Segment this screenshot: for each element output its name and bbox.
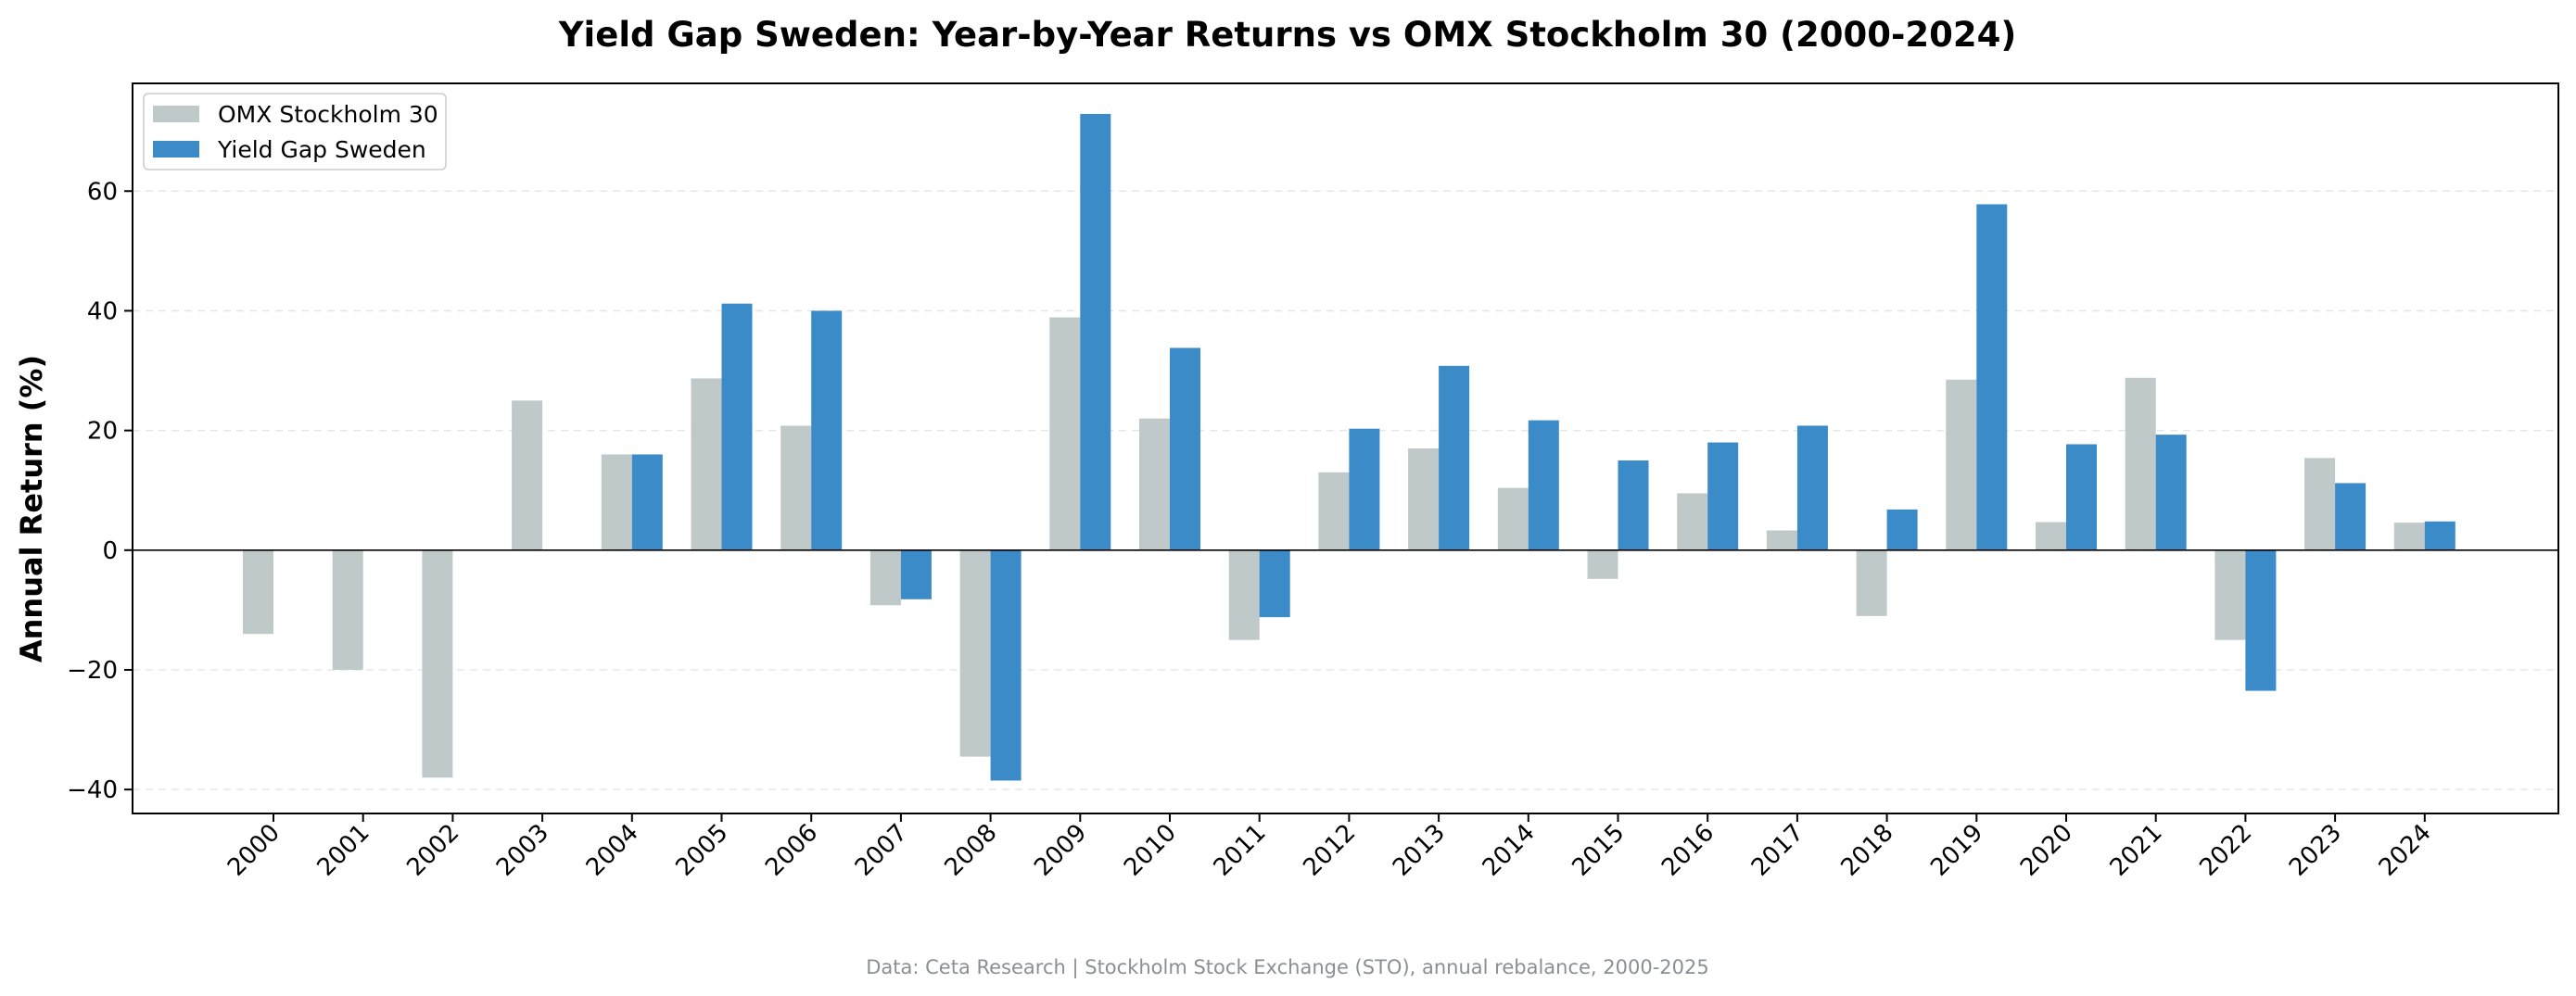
bar-yield-gap-2013 — [1439, 365, 1470, 550]
x-tick-label: 2022 — [2194, 819, 2257, 882]
x-tick-label: 2018 — [1836, 819, 1899, 882]
bar-yield-gap-2019 — [1976, 204, 2008, 550]
x-tick-label: 2011 — [1209, 819, 1272, 882]
bar-omx-2015 — [1587, 549, 1618, 579]
x-tick-label: 2003 — [491, 819, 554, 882]
bar-yield-gap-2020 — [2066, 444, 2097, 550]
bar-yield-gap-2011 — [1259, 549, 1290, 618]
bar-yield-gap-2009 — [1080, 113, 1111, 550]
bar-omx-2021 — [2125, 377, 2156, 550]
bar-omx-2020 — [2036, 522, 2066, 550]
x-tick-label: 2015 — [1567, 819, 1630, 882]
bar-yield-gap-2008 — [990, 549, 1022, 781]
y-tick-label: 60 — [87, 178, 118, 206]
bar-omx-2022 — [2214, 549, 2246, 640]
y-tick-label: −20 — [67, 657, 118, 685]
legend-label-yield-gap: Yield Gap Sweden — [217, 136, 426, 163]
y-axis-label: Annual Return (%) — [14, 355, 49, 662]
bar-omx-2013 — [1408, 448, 1440, 550]
bar-omx-2023 — [2304, 458, 2336, 550]
bar-omx-2010 — [1139, 418, 1170, 550]
bar-omx-2002 — [422, 549, 453, 778]
bar-omx-2016 — [1677, 493, 1708, 550]
bar-omx-2001 — [332, 549, 363, 670]
x-tick-label: 2002 — [401, 819, 464, 882]
bar-yield-gap-2018 — [1886, 509, 1918, 550]
bar-omx-2014 — [1497, 487, 1529, 550]
x-tick-label: 2009 — [1029, 819, 1092, 882]
y-tick-label: 0 — [102, 537, 118, 565]
x-tick-label: 2000 — [222, 819, 286, 882]
x-tick-label: 2014 — [1478, 819, 1541, 882]
legend-swatch-omx — [153, 106, 199, 122]
bar-omx-2024 — [2393, 523, 2425, 550]
x-tick-label: 2004 — [581, 819, 644, 882]
y-axis: −40 −20 0 20 40 60 — [67, 178, 133, 804]
bar-yield-gap-2024 — [2424, 521, 2455, 550]
chart-title: Yield Gap Sweden: Year-by-Year Returns v… — [558, 15, 2017, 55]
y-tick-label: −40 — [67, 776, 118, 804]
bar-omx-2012 — [1318, 472, 1350, 550]
bar-omx-2017 — [1766, 530, 1797, 550]
legend: OMX Stockholm 30 Yield Gap Sweden — [143, 93, 447, 170]
bar-omx-2019 — [1946, 379, 1977, 550]
bar-yield-gap-2006 — [811, 310, 843, 550]
x-tick-label: 2012 — [1298, 819, 1361, 882]
bar-yield-gap-2021 — [2155, 435, 2187, 550]
x-tick-label: 2016 — [1656, 819, 1719, 882]
bar-omx-2018 — [1856, 549, 1887, 616]
x-tick-label: 2021 — [2105, 819, 2168, 882]
x-axis: 2000 2001 2002 2003 2004 2005 2006 2007 2008 2009… — [222, 813, 2437, 882]
x-tick-label: 2023 — [2284, 819, 2347, 882]
x-tick-label: 2001 — [312, 819, 375, 882]
bar-yield-gap-2007 — [900, 549, 932, 599]
legend-swatch-yield-gap — [153, 141, 199, 158]
x-tick-label: 2008 — [940, 819, 1003, 882]
bar-yield-gap-2005 — [721, 303, 753, 550]
bar-omx-2007 — [869, 549, 901, 606]
x-tick-label: 2007 — [850, 819, 913, 882]
bar-omx-2006 — [780, 425, 812, 550]
y-tick-label: 20 — [87, 418, 118, 446]
x-tick-label: 2020 — [2015, 819, 2078, 882]
x-tick-label: 2013 — [1388, 819, 1451, 882]
bar-omx-2011 — [1228, 549, 1260, 640]
bar-yield-gap-2010 — [1170, 347, 1200, 550]
x-tick-label: 2017 — [1746, 819, 1809, 882]
y-tick-label: 40 — [87, 297, 118, 325]
bar-yield-gap-2015 — [1618, 460, 1649, 550]
bar-yield-gap-2012 — [1349, 428, 1380, 550]
bar-yield-gap-2023 — [2335, 483, 2367, 550]
bar-yield-gap-2004 — [631, 454, 663, 550]
x-tick-label: 2024 — [2374, 819, 2437, 882]
legend-label-omx: OMX Stockholm 30 — [218, 101, 438, 128]
plot-frame — [132, 82, 2559, 814]
x-tick-label: 2005 — [670, 819, 733, 882]
bar-omx-2005 — [691, 378, 722, 550]
bar-yield-gap-2017 — [1796, 425, 1828, 550]
bars — [243, 113, 2455, 781]
bar-omx-2004 — [601, 454, 632, 550]
bar-yield-gap-2014 — [1528, 420, 1559, 550]
x-tick-label: 2010 — [1119, 819, 1182, 882]
bar-omx-2000 — [243, 549, 273, 635]
bar-omx-2008 — [959, 549, 991, 757]
bar-omx-2003 — [512, 400, 543, 550]
x-tick-label: 2019 — [1925, 819, 1988, 882]
bar-omx-2009 — [1049, 317, 1081, 550]
bar-yield-gap-2016 — [1707, 442, 1739, 550]
bar-yield-gap-2022 — [2245, 549, 2277, 691]
legend-frame — [143, 93, 447, 170]
x-tick-label: 2006 — [760, 819, 823, 882]
footer-source-note: Data: Ceta Research | Stockholm Stock Ex… — [866, 956, 1709, 979]
